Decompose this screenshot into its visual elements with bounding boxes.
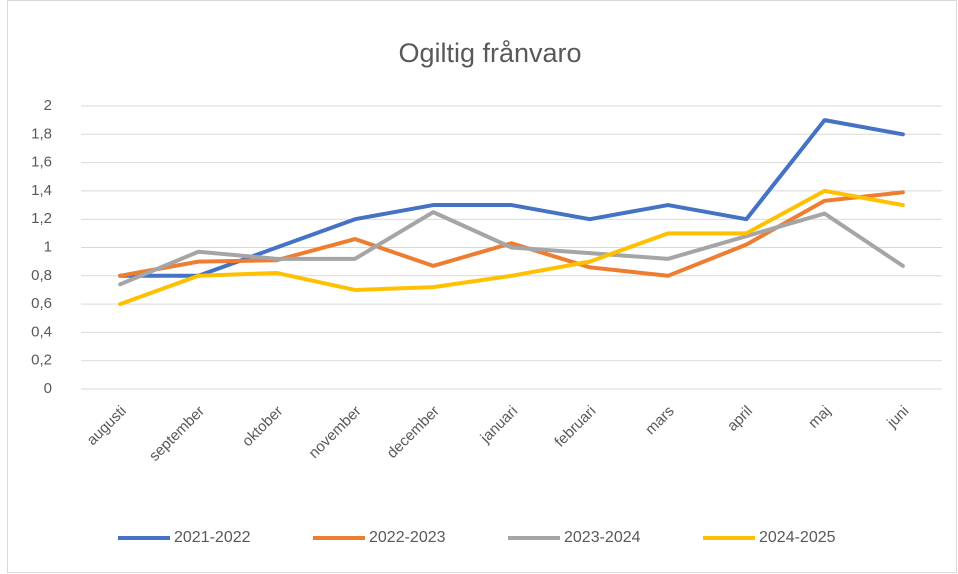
- y-tick-label: 1: [44, 238, 52, 255]
- y-tick-label: 2: [44, 97, 52, 114]
- y-tick-label: 0,4: [31, 323, 52, 340]
- y-tick-label: 1,6: [31, 154, 52, 171]
- y-tick-label: 1,4: [31, 182, 52, 199]
- series-line: [118, 210, 905, 287]
- legend-label: 2023-2024: [564, 529, 641, 546]
- y-tick-label: 0,6: [31, 295, 52, 312]
- chart-title: Ogiltig frånvaro: [398, 38, 581, 68]
- y-tick-label: 1,2: [31, 210, 52, 227]
- legend-label: 2024-2025: [759, 529, 836, 546]
- y-tick-label: 1,8: [31, 125, 52, 142]
- chart-frame: [7, 0, 957, 573]
- y-tick-label: 0: [44, 380, 52, 397]
- legend-label: 2021-2022: [174, 529, 251, 546]
- y-tick-label: 0,2: [31, 352, 52, 369]
- y-tick-label: 0,8: [31, 267, 52, 284]
- legend-label: 2022-2023: [369, 529, 446, 546]
- series-line: [118, 188, 905, 307]
